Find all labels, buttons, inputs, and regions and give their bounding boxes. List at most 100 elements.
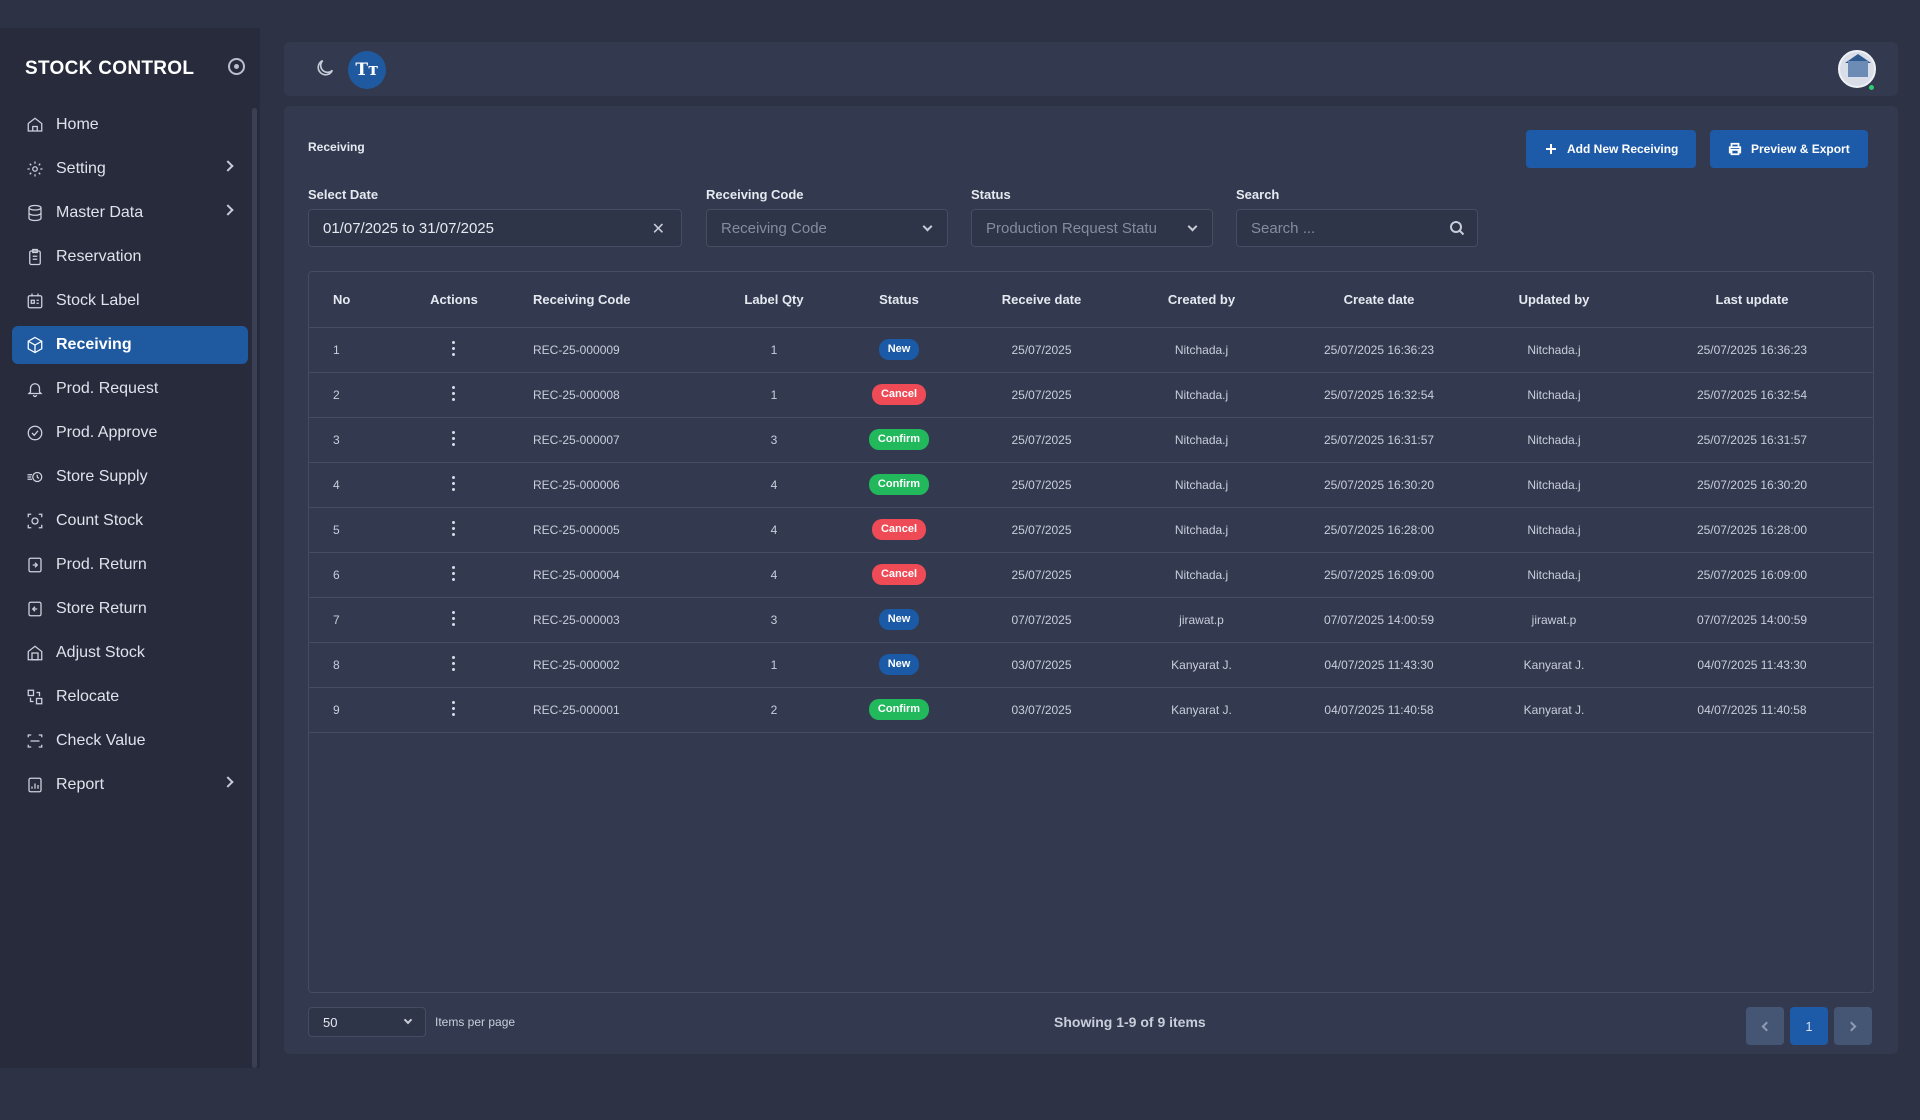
clear-icon[interactable]: ✕ — [651, 221, 665, 238]
sidebar-item-count-stock[interactable]: Count Stock — [12, 502, 248, 540]
return-icon — [26, 556, 44, 574]
status-badge: Confirm — [868, 474, 930, 495]
sidebar-item-report[interactable]: Report — [12, 766, 248, 804]
date-range-value: 01/07/2025 to 31/07/2025 — [323, 219, 494, 237]
create-date-cell: 25/07/2025 16:09:00 — [1279, 552, 1479, 598]
updated-by-cell: Nitchada.j — [1479, 507, 1629, 553]
font-size-button[interactable]: Tт — [348, 51, 386, 89]
label-qty-cell: 4 — [709, 462, 839, 508]
more-vertical-icon[interactable] — [452, 520, 456, 536]
receive-date-cell: 25/07/2025 — [959, 417, 1124, 463]
status-cell: New — [839, 597, 959, 643]
sidebar-toggle-icon[interactable] — [228, 58, 245, 75]
sidebar-nav: Home Setting Master Data Reservation Stock L… — [12, 106, 248, 810]
plus-icon — [1544, 142, 1558, 156]
sidebar-item-relocate[interactable]: Relocate — [12, 678, 248, 716]
updated-by-cell: Nitchada.j — [1479, 372, 1629, 418]
column-header-last-update[interactable]: Last update — [1629, 272, 1873, 328]
label-qty-cell: 1 — [709, 372, 839, 418]
sidebar-item-home[interactable]: Home — [12, 106, 248, 144]
printer-icon — [1728, 142, 1742, 156]
more-vertical-icon[interactable] — [452, 340, 456, 356]
previous-page-button[interactable] — [1746, 1007, 1784, 1045]
search-placeholder: Search ... — [1251, 219, 1316, 237]
avatar[interactable] — [1838, 50, 1876, 88]
column-header-updated-by[interactable]: Updated by — [1479, 272, 1629, 328]
table-row[interactable]: 8 REC-25-000002 1 New 03/07/2025 Kanyarat J. 0… — [309, 642, 1873, 688]
row-actions-cell — [399, 327, 509, 373]
receive-date-cell: 07/07/2025 — [959, 597, 1124, 643]
table-row[interactable]: 4 REC-25-000006 4 Confirm 25/07/2025 Nitchada… — [309, 462, 1873, 508]
column-header-created-by[interactable]: Created by — [1124, 272, 1279, 328]
row-actions-cell — [399, 417, 509, 463]
table-row[interactable]: 6 REC-25-000004 4 Cancel 25/07/2025 Nitchada.… — [309, 552, 1873, 598]
more-vertical-icon[interactable] — [452, 430, 456, 446]
approve-icon — [26, 424, 44, 442]
add-new-receiving-button[interactable]: Add New Receiving — [1526, 130, 1697, 168]
chevron-right-icon — [1846, 1021, 1857, 1031]
table-row[interactable]: 1 REC-25-000009 1 New 25/07/2025 Nitchada.j 25… — [309, 327, 1873, 373]
sidebar-item-receiving[interactable]: Receiving — [12, 326, 248, 364]
label-qty-cell: 3 — [709, 417, 839, 463]
sidebar-item-prod-request[interactable]: Prod. Request — [12, 370, 248, 408]
receiving-code-cell: REC-25-000005 — [509, 507, 709, 553]
sidebar-item-prod-approve[interactable]: Prod. Approve — [12, 414, 248, 452]
column-header-receive-date[interactable]: Receive date — [959, 272, 1124, 328]
receiving-code-cell: REC-25-000009 — [509, 327, 709, 373]
create-date-cell: 25/07/2025 16:30:20 — [1279, 462, 1479, 508]
column-header-no[interactable]: No — [309, 272, 399, 328]
column-header-label-qty[interactable]: Label Qty — [709, 272, 839, 328]
more-vertical-icon[interactable] — [452, 700, 456, 716]
sidebar-item-master-data[interactable]: Master Data — [12, 194, 248, 232]
status-cell: New — [839, 642, 959, 688]
column-header-receiving-code[interactable]: Receiving Code — [509, 272, 709, 328]
table-row[interactable]: 9 REC-25-000001 2 Confirm 03/07/2025 Kanyarat… — [309, 687, 1873, 733]
table-header-row: No Actions Receiving Code Label Qty Stat… — [309, 272, 1873, 328]
theme-toggle-moon-icon[interactable] — [314, 57, 338, 81]
updated-by-cell: Nitchada.j — [1479, 417, 1629, 463]
page-size-select[interactable]: 50 — [308, 1007, 426, 1037]
sidebar-item-stock-label[interactable]: Stock Label — [12, 282, 248, 320]
search-icon[interactable] — [1449, 220, 1465, 236]
more-vertical-icon[interactable] — [452, 385, 456, 401]
table-row[interactable]: 2 REC-25-000008 1 Cancel 25/07/2025 Nitchada.… — [309, 372, 1873, 418]
last-update-cell: 25/07/2025 16:36:23 — [1629, 327, 1873, 373]
status-select[interactable]: Production Request Statu — [971, 209, 1213, 247]
updated-by-cell: jirawat.p — [1479, 597, 1629, 643]
sidebar-item-setting[interactable]: Setting — [12, 150, 248, 188]
sidebar-item-store-return[interactable]: Store Return — [12, 590, 248, 628]
table-row[interactable]: 5 REC-25-000005 4 Cancel 25/07/2025 Nitchada.… — [309, 507, 1873, 553]
next-page-button[interactable] — [1834, 1007, 1872, 1045]
more-vertical-icon[interactable] — [452, 475, 456, 491]
date-range-input[interactable]: 01/07/2025 to 31/07/2025 ✕ — [308, 209, 682, 247]
last-update-cell: 25/07/2025 16:30:20 — [1629, 462, 1873, 508]
column-header-create-date[interactable]: Create date — [1279, 272, 1479, 328]
more-vertical-icon[interactable] — [452, 655, 456, 671]
column-header-status[interactable]: Status — [839, 272, 959, 328]
label-qty-cell: 4 — [709, 507, 839, 553]
sidebar-item-prod-return[interactable]: Prod. Return — [12, 546, 248, 584]
more-vertical-icon[interactable] — [452, 610, 456, 626]
page-1-button[interactable]: 1 — [1790, 1007, 1828, 1045]
table-row[interactable]: 3 REC-25-000007 3 Confirm 25/07/2025 Nitchada… — [309, 417, 1873, 463]
create-date-cell: 04/07/2025 11:40:58 — [1279, 687, 1479, 733]
sidebar-item-adjust-stock[interactable]: Adjust Stock — [12, 634, 248, 672]
sidebar-item-reservation[interactable]: Reservation — [12, 238, 248, 276]
sidebar-scrollbar[interactable] — [252, 108, 257, 1068]
search-input[interactable]: Search ... — [1236, 209, 1478, 247]
chevron-right-icon — [222, 776, 234, 788]
receiving-code-label: Receiving Code — [706, 187, 804, 202]
bell-icon — [26, 380, 44, 398]
receiving-code-select[interactable]: Receiving Code — [706, 209, 948, 247]
sidebar: STOCK CONTROL Home Setting Master Data Rese… — [0, 28, 260, 1068]
sidebar-item-store-supply[interactable]: Store Supply — [12, 458, 248, 496]
sidebar-item-check-value[interactable]: Check Value — [12, 722, 248, 760]
preview-export-button[interactable]: Preview & Export — [1710, 130, 1868, 168]
updated-by-cell: Kanyarat J. — [1479, 687, 1629, 733]
status-badge: Cancel — [871, 519, 927, 540]
create-date-cell: 25/07/2025 16:28:00 — [1279, 507, 1479, 553]
label-qty-cell: 3 — [709, 597, 839, 643]
table-row[interactable]: 7 REC-25-000003 3 New 07/07/2025 jirawat.p 07/… — [309, 597, 1873, 643]
more-vertical-icon[interactable] — [452, 565, 456, 581]
report-icon — [26, 776, 44, 794]
